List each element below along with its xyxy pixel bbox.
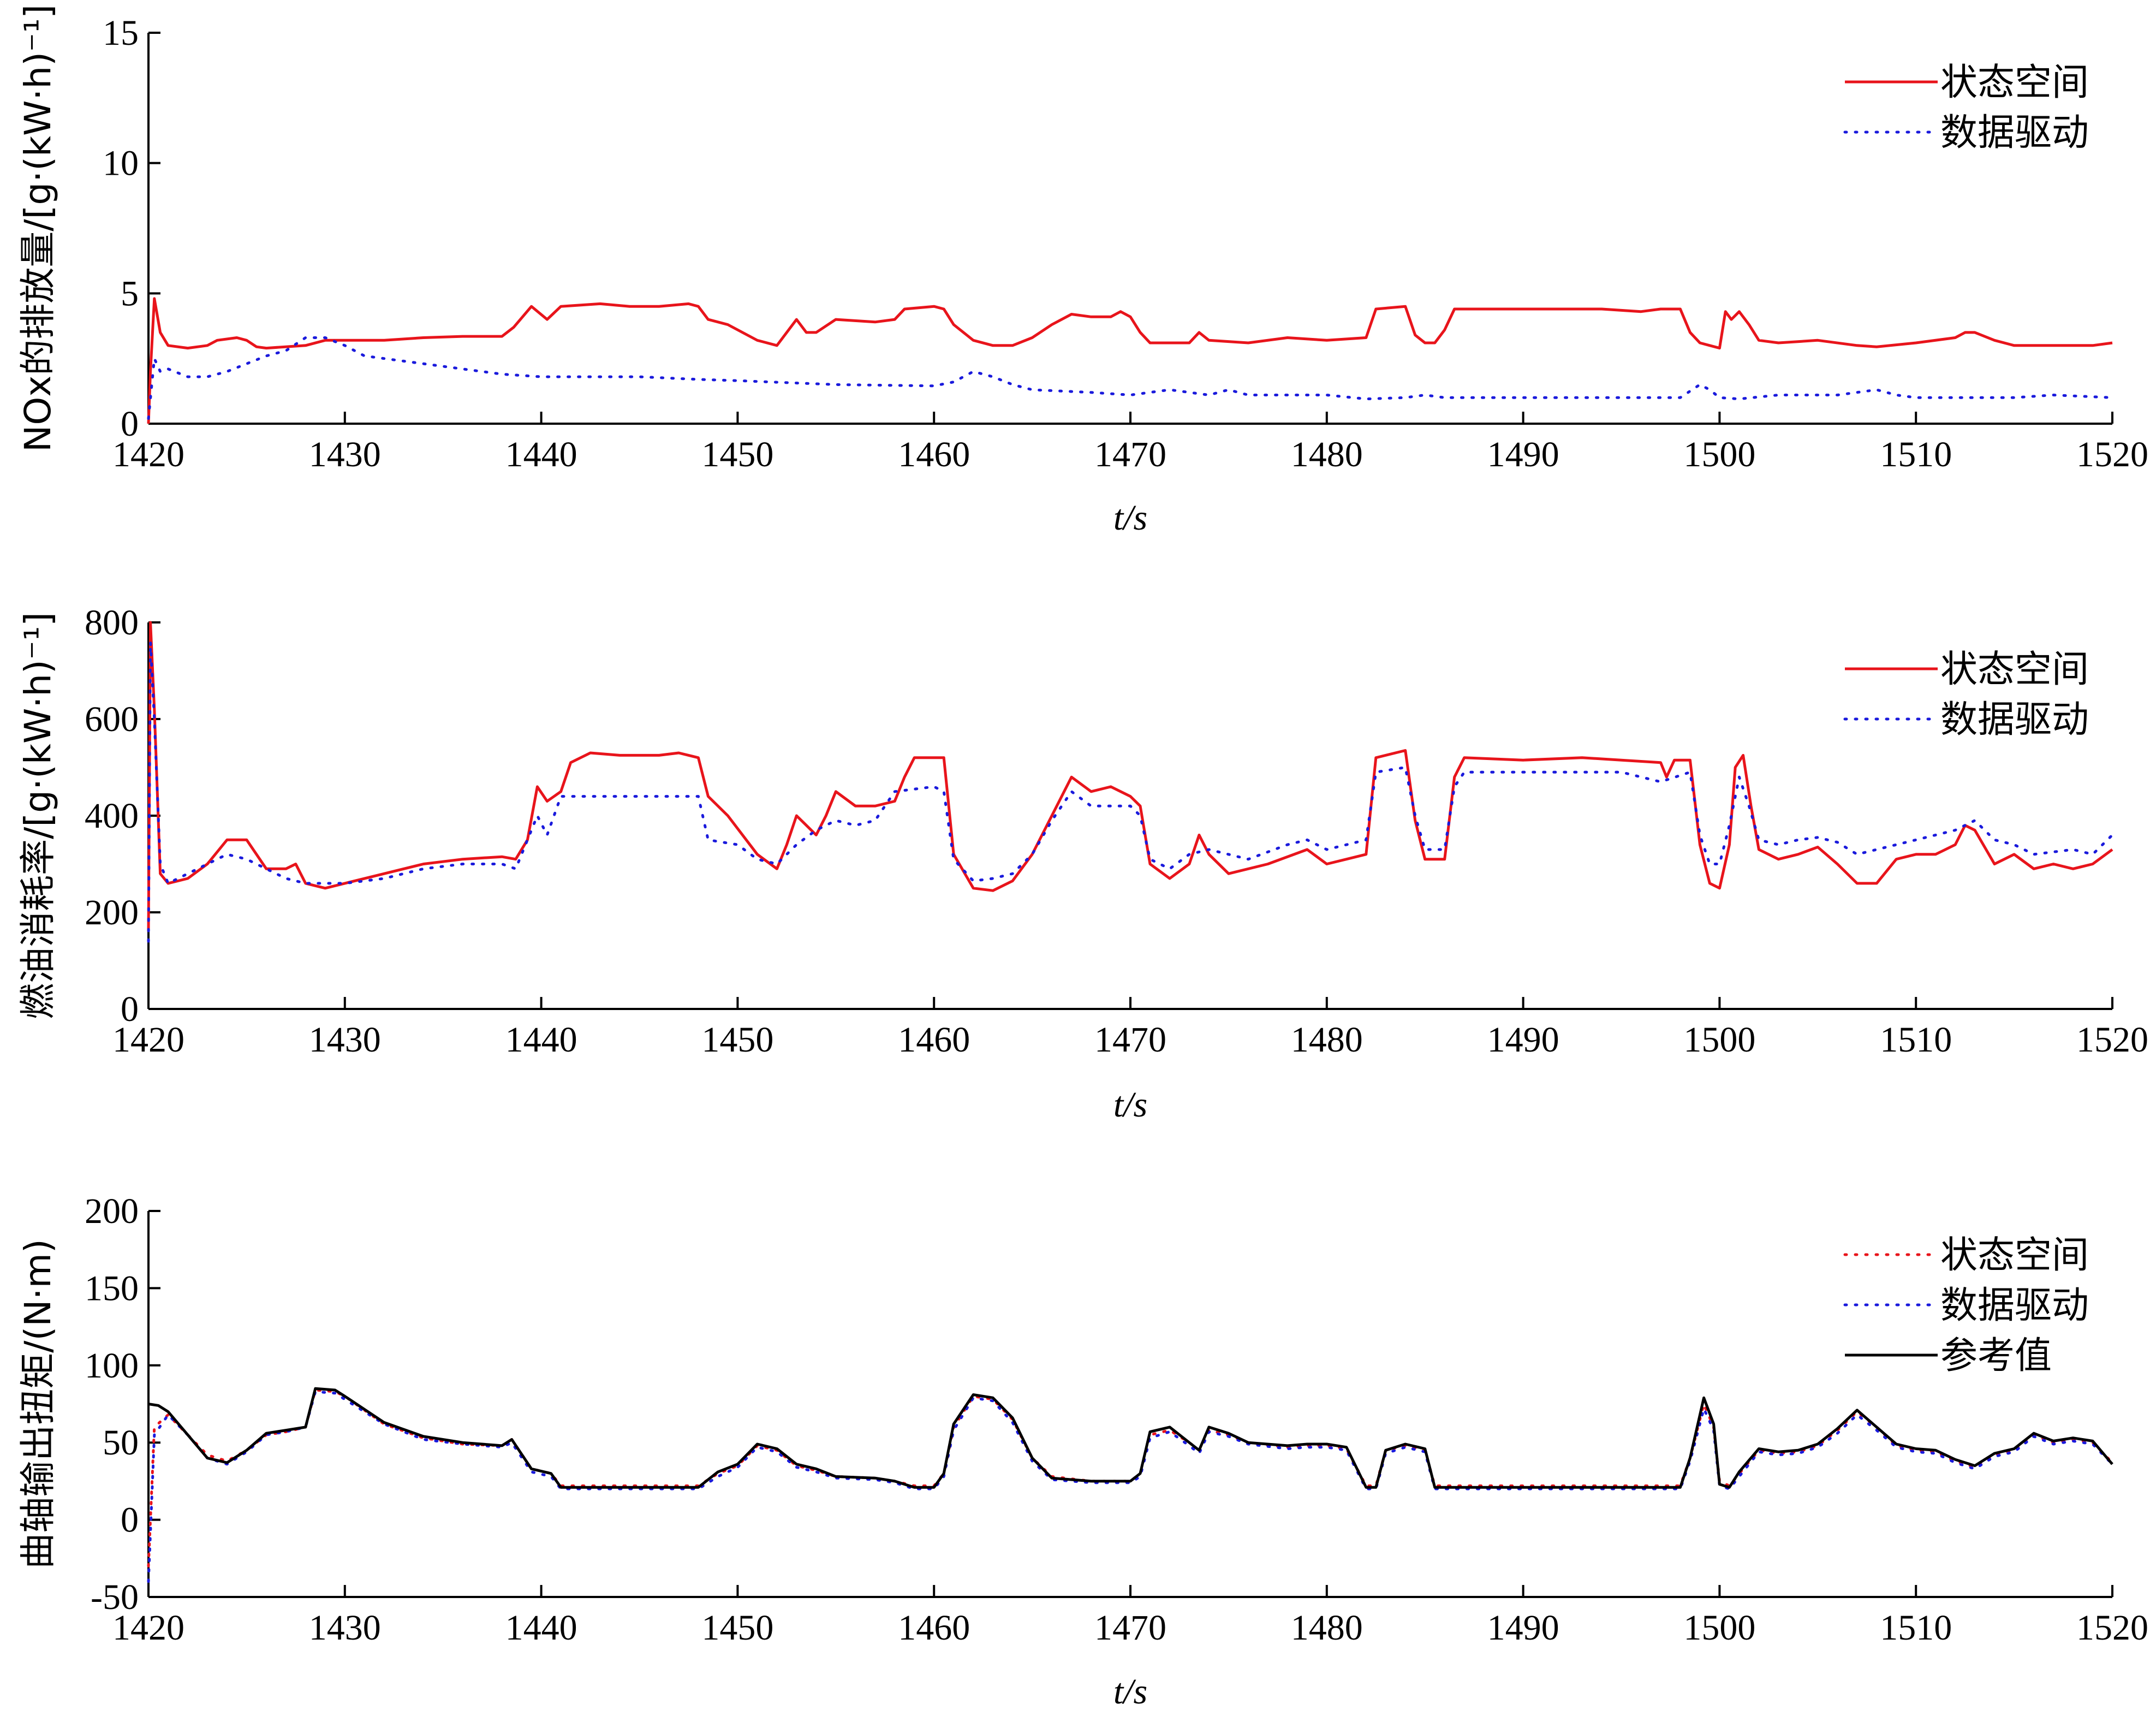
- y-tick-label: 0: [121, 404, 139, 444]
- series-line: [147, 1390, 2114, 1583]
- y-axis-title: 燃油消耗率/[g·(kW·h)⁻¹]: [17, 612, 59, 1019]
- x-axis-title: t/s: [1113, 498, 1147, 538]
- x-tick-label: 1470: [1094, 1020, 1166, 1060]
- x-tick-label: 1520: [2076, 435, 2148, 474]
- y-axis-title: 曲轴输出扭矩/(N·m): [17, 1239, 59, 1569]
- x-tick-label: 1510: [1880, 1020, 1952, 1060]
- x-tick-label: 1450: [701, 1608, 773, 1648]
- y-tick-label: 400: [85, 796, 139, 836]
- legend-label: 状态空间: [1940, 61, 2089, 104]
- x-tick-label: 1510: [1880, 435, 1952, 474]
- x-axis-title: t/s: [1113, 1085, 1147, 1125]
- x-tick-label: 1470: [1094, 1608, 1166, 1648]
- nox-emission-chart: 1420 1430 1440 1450 1460 1470 1480 1490 1500 1510…: [17, 4, 2148, 538]
- y-tick-label: 0: [121, 989, 139, 1029]
- y-tick-label: 0: [121, 1500, 139, 1540]
- series-line: [147, 640, 2114, 943]
- legend-label: 参考值: [1940, 1334, 2052, 1377]
- y-tick-label: 5: [121, 274, 139, 313]
- x-tick-label: 1460: [898, 1608, 970, 1648]
- x-tick-label: 1500: [1683, 1608, 1755, 1648]
- crankshaft-torque-chart: 1420 1430 1440 1450 1460 1470 1480 1490 1500 1510…: [17, 1191, 2148, 1712]
- x-tick-label: 1480: [1291, 1020, 1363, 1060]
- x-tick-label: 1450: [701, 1020, 773, 1060]
- y-tick-label: 200: [85, 1191, 139, 1231]
- legend-label: 数据驱动: [1940, 698, 2089, 741]
- x-tick-label: 1510: [1880, 1608, 1952, 1648]
- series-line: [147, 297, 2113, 424]
- x-tick-label: 1460: [898, 435, 970, 474]
- x-tick-label: 1440: [505, 1608, 577, 1648]
- series-line: [147, 336, 2114, 420]
- legend-label: 状态空间: [1940, 648, 2089, 691]
- x-tick-label: 1420: [112, 1608, 184, 1648]
- legend-label: 数据驱动: [1940, 1284, 2089, 1327]
- y-axis-title: NOx的排放量/[g·(kW·h)⁻¹]: [17, 4, 59, 452]
- x-tick-label: 1420: [112, 435, 184, 474]
- x-tick-label: 1520: [2076, 1020, 2148, 1060]
- fuel-consumption-chart: 1420 1430 1440 1450 1460 1470 1480 1490 1500 1510…: [17, 603, 2148, 1125]
- x-axis-title: t/s: [1113, 1672, 1147, 1712]
- y-tick-label: -50: [91, 1577, 139, 1617]
- series-line: [147, 1388, 2114, 1567]
- x-tick-label: 1420: [112, 1020, 184, 1060]
- y-tick-label: 600: [85, 699, 139, 739]
- x-tick-label: 1490: [1487, 1608, 1559, 1648]
- legend-label: 数据驱动: [1940, 111, 2089, 155]
- x-tick-label: 1520: [2076, 1608, 2148, 1648]
- x-tick-label: 1430: [309, 1608, 381, 1648]
- x-tick-label: 1430: [309, 1020, 381, 1060]
- x-tick-label: 1480: [1291, 1608, 1363, 1648]
- x-tick-label: 1480: [1291, 435, 1363, 474]
- series-line: [148, 1387, 2113, 1489]
- y-tick-label: 800: [85, 603, 139, 643]
- y-tick-label: 50: [103, 1423, 139, 1463]
- x-tick-label: 1470: [1094, 435, 1166, 474]
- x-tick-label: 1440: [505, 435, 577, 474]
- x-tick-label: 1490: [1487, 435, 1559, 474]
- x-tick-label: 1490: [1487, 1020, 1559, 1060]
- x-tick-label: 1440: [505, 1020, 577, 1060]
- legend-label: 状态空间: [1940, 1234, 2089, 1277]
- x-tick-label: 1450: [701, 435, 773, 474]
- y-tick-label: 10: [103, 144, 139, 183]
- x-tick-label: 1460: [898, 1020, 970, 1060]
- series-line: [147, 621, 2113, 932]
- x-tick-label: 1500: [1683, 1020, 1755, 1060]
- x-tick-label: 1430: [309, 435, 381, 474]
- y-tick-label: 100: [85, 1346, 139, 1386]
- x-tick-label: 1500: [1683, 435, 1755, 474]
- y-tick-label: 150: [85, 1268, 139, 1308]
- y-tick-label: 15: [103, 13, 139, 53]
- y-tick-label: 200: [85, 893, 139, 933]
